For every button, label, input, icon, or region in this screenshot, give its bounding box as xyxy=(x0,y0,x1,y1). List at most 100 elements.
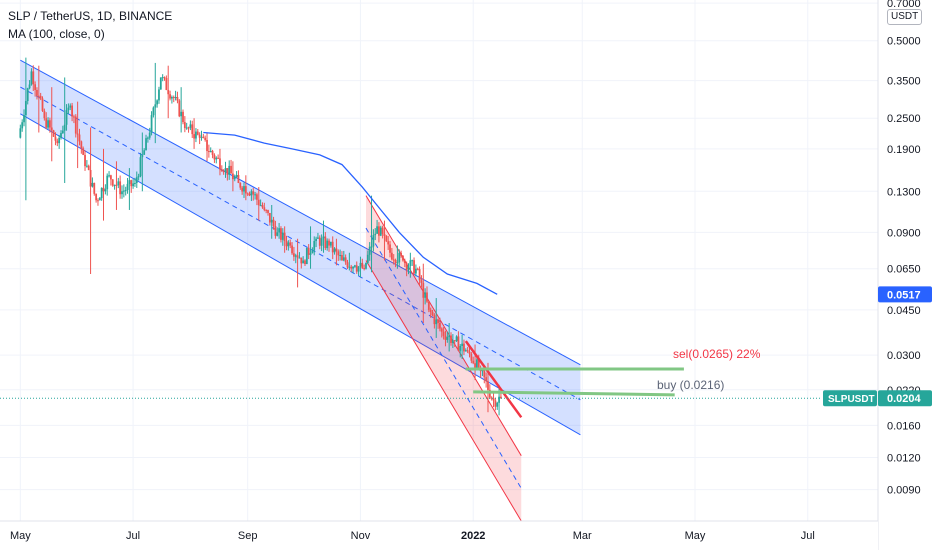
candle-body xyxy=(413,260,415,274)
candle-body xyxy=(485,377,488,382)
candle-body xyxy=(156,100,159,105)
candle-body xyxy=(405,263,408,270)
candle-body xyxy=(431,311,434,316)
candle-body xyxy=(47,120,49,128)
candle-body xyxy=(180,111,183,117)
red-channel-lower xyxy=(365,260,522,522)
candle-body xyxy=(174,97,177,99)
candle-body xyxy=(280,228,282,240)
candle-body xyxy=(344,257,347,263)
candle-body xyxy=(379,227,382,236)
candle-body xyxy=(37,95,40,97)
candle-body xyxy=(187,127,190,129)
candle-body xyxy=(165,78,168,90)
buy-annotation: buy (0.0216) xyxy=(657,378,724,392)
candle-body xyxy=(500,396,502,399)
time-tick-label: Jul xyxy=(801,530,815,542)
candle-body xyxy=(350,266,353,269)
candle-body xyxy=(398,252,401,263)
candle-body xyxy=(45,118,48,128)
time-tick-label: Mar xyxy=(573,530,592,542)
candle-body xyxy=(139,157,142,177)
candle-body xyxy=(435,319,438,325)
candle-body xyxy=(204,137,207,140)
candle-body xyxy=(426,292,428,302)
candle-body xyxy=(292,253,295,257)
candle-body xyxy=(250,191,253,196)
candle-body xyxy=(228,165,231,175)
candle-body xyxy=(91,182,94,187)
candle-body xyxy=(71,105,73,117)
candle-body xyxy=(363,268,366,270)
candle-body xyxy=(311,250,314,254)
candle-body xyxy=(222,171,225,173)
candle-body xyxy=(365,262,367,269)
candle-body xyxy=(226,168,229,175)
candle-body xyxy=(276,232,279,236)
candle-body xyxy=(130,180,133,187)
candle-body xyxy=(322,236,325,239)
candle-body xyxy=(158,89,160,101)
candle-body xyxy=(21,122,24,129)
candle-body xyxy=(346,262,349,268)
candle-body xyxy=(178,100,181,117)
candle-body xyxy=(211,150,214,155)
candle-body xyxy=(459,345,462,351)
candle-body xyxy=(243,186,245,192)
time-tick-label: May xyxy=(10,530,31,542)
indicator-legend: MA (100, close, 0) xyxy=(8,27,105,41)
candle-body xyxy=(119,181,122,195)
candle-body xyxy=(374,233,377,236)
candle-body xyxy=(196,131,199,135)
candle-body xyxy=(241,187,244,192)
candle-body xyxy=(176,97,179,101)
candle-body xyxy=(287,242,290,247)
candle-body xyxy=(113,184,116,186)
candle-body xyxy=(474,363,476,370)
price-tick-label: 0.0450 xyxy=(887,305,921,317)
blue-channel-upper xyxy=(20,59,581,366)
currency-unit-badge[interactable]: USDT xyxy=(887,9,923,25)
candle-body xyxy=(309,253,312,255)
candle-body xyxy=(274,226,277,236)
time-tick-label: Jul xyxy=(126,530,140,542)
candle-body xyxy=(252,191,255,195)
candle-body xyxy=(30,71,33,85)
candle-body xyxy=(36,89,38,96)
candle-body xyxy=(368,246,371,255)
candle-body xyxy=(169,94,171,99)
candle-body xyxy=(376,226,378,234)
candle-body xyxy=(281,232,284,240)
candle-body xyxy=(74,116,77,134)
candle-body xyxy=(110,175,112,180)
red-channel-upper xyxy=(365,195,522,456)
candle-body xyxy=(313,241,316,251)
candle-body xyxy=(453,340,456,342)
candle-body xyxy=(63,124,66,131)
candle-body xyxy=(61,130,64,134)
candle-body xyxy=(481,369,484,372)
candle-body xyxy=(392,259,395,261)
candle-body xyxy=(296,255,299,258)
candle-body xyxy=(411,260,414,262)
candle-body xyxy=(315,238,317,242)
candle-body xyxy=(498,396,500,403)
candle-body xyxy=(463,343,465,352)
candle-body xyxy=(182,111,184,123)
grid xyxy=(0,0,878,521)
price-tick-label: 0.1900 xyxy=(887,144,921,156)
candle-body xyxy=(49,120,51,128)
candle-body xyxy=(337,251,340,256)
candle-body xyxy=(464,350,467,352)
candle-body xyxy=(370,246,373,248)
candle-body xyxy=(28,84,31,89)
candle-body xyxy=(366,254,369,263)
candle-body xyxy=(248,193,251,196)
candle-body xyxy=(163,77,166,79)
candle-body xyxy=(324,236,327,249)
candle-body xyxy=(318,237,321,246)
candle-body xyxy=(143,150,146,155)
candle-body xyxy=(326,240,329,249)
candle-body xyxy=(73,116,75,118)
